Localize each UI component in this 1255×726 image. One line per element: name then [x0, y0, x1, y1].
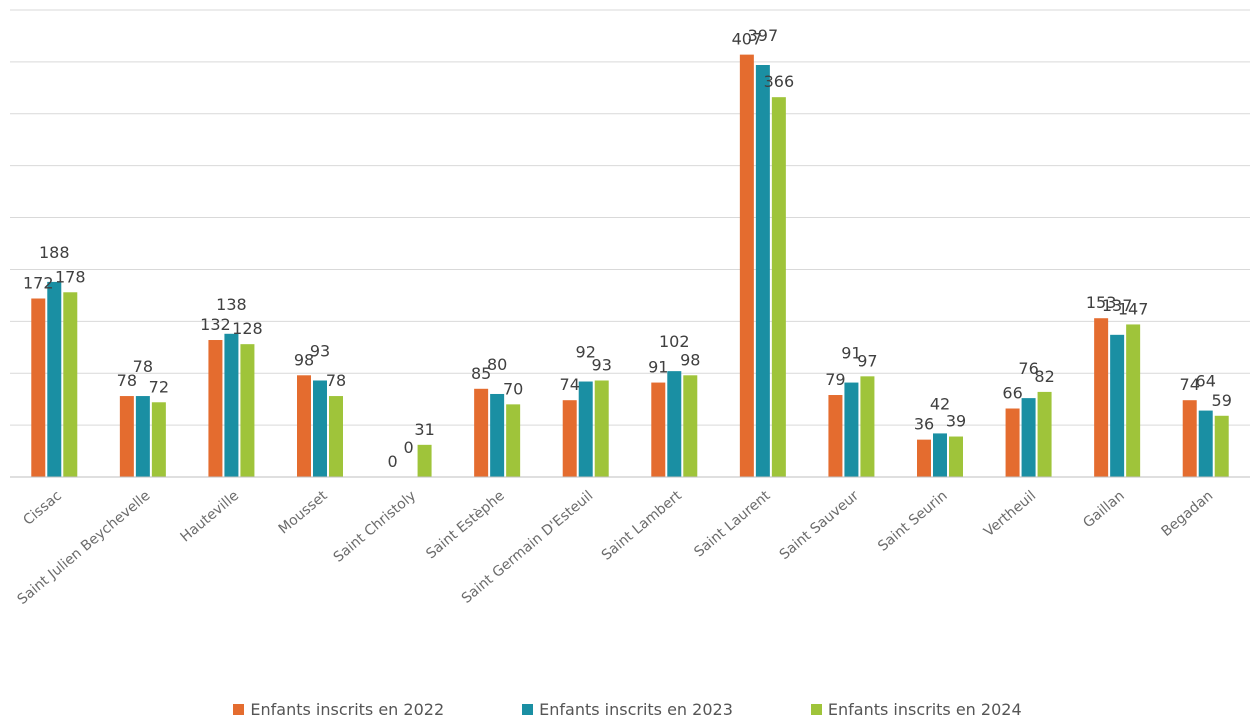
bar-2-4 [418, 445, 432, 477]
bar-2-3 [329, 396, 343, 477]
x-tick-label: Saint Estèphe [423, 488, 507, 562]
data-label-2-0: 178 [55, 267, 86, 286]
x-tick-label: Saint Sauveur [777, 488, 863, 563]
data-label-2-11: 82 [1034, 367, 1054, 386]
bar-0-7 [651, 383, 665, 477]
bar-0-5 [474, 389, 488, 477]
x-tick-label: Hauteville [178, 488, 242, 546]
x-tick-label: Gaillan [1080, 488, 1127, 531]
data-label-0-9: 79 [825, 370, 845, 389]
data-label-2-1: 72 [149, 377, 169, 396]
bar-1-10 [933, 433, 947, 477]
bar-1-5 [490, 394, 504, 477]
x-tick-label: Saint Laurent [691, 487, 774, 560]
bar-2-1 [152, 402, 166, 477]
bar-1-13 [1199, 411, 1213, 477]
bar-1-8 [756, 65, 770, 477]
data-label-2-13: 59 [1212, 391, 1232, 410]
data-label-2-2: 128 [232, 319, 263, 338]
x-tick-label: Saint Christoly [331, 488, 419, 566]
data-label-2-8: 366 [764, 72, 795, 91]
bar-0-9 [828, 395, 842, 477]
data-label-2-7: 98 [680, 350, 700, 369]
data-label-2-9: 97 [857, 351, 877, 370]
gridlines [10, 10, 1250, 425]
bar-0-13 [1183, 400, 1197, 477]
x-tick-label: Mousset [276, 487, 331, 537]
bar-2-8 [772, 97, 786, 477]
bar-1-1 [136, 396, 150, 477]
legend-label-2023: Enfants inscrits en 2023 [539, 700, 733, 719]
legend: Enfants inscrits en 2022 Enfants inscrit… [0, 700, 1255, 719]
data-label-1-8: 397 [748, 26, 779, 45]
bar-2-0 [63, 292, 77, 477]
x-tick-label: Vertheuil [981, 488, 1039, 540]
bar-2-10 [949, 437, 963, 477]
bar-2-11 [1038, 392, 1052, 477]
data-label-1-3: 93 [310, 341, 330, 360]
legend-label-2024: Enfants inscrits en 2024 [828, 700, 1022, 719]
data-label-2-12: 147 [1118, 299, 1149, 318]
bar-0-12 [1094, 318, 1108, 477]
bar-2-7 [683, 375, 697, 477]
data-label-0-11: 66 [1002, 384, 1022, 403]
bar-1-11 [1022, 398, 1036, 477]
x-tick-label: Saint Lambert [599, 487, 685, 563]
bar-1-6 [579, 382, 593, 477]
x-tick-label: Saint Seurin [875, 488, 950, 555]
bar-chart: 1721881787878721321381289893780031858070… [0, 0, 1255, 690]
data-label-1-0: 188 [39, 243, 70, 262]
data-label-1-7: 102 [659, 332, 690, 351]
bar-1-2 [224, 334, 238, 477]
bar-0-3 [297, 375, 311, 477]
bar-1-7 [667, 371, 681, 477]
bar-2-9 [860, 376, 874, 477]
bar-2-6 [595, 380, 609, 477]
legend-swatch-2023 [522, 704, 533, 715]
data-label-1-13: 64 [1196, 372, 1216, 391]
bar-0-2 [208, 340, 222, 477]
bar-0-8 [740, 55, 754, 477]
bar-0-1 [120, 396, 134, 477]
bar-1-0 [47, 282, 61, 477]
legend-item-2024: Enfants inscrits en 2024 [811, 700, 1022, 719]
data-label-2-3: 78 [326, 371, 346, 390]
data-label-0-7: 91 [648, 358, 668, 377]
x-tick-label: Cissac [20, 488, 64, 529]
bar-0-0 [31, 299, 45, 477]
data-label-0-2: 132 [200, 315, 231, 334]
bar-1-3 [313, 380, 327, 477]
bar-0-10 [917, 440, 931, 477]
bar-0-11 [1006, 409, 1020, 477]
x-tick-label: Begadan [1158, 488, 1216, 540]
legend-item-2023: Enfants inscrits en 2023 [522, 700, 733, 719]
data-label-2-10: 39 [946, 412, 966, 431]
bar-1-9 [844, 383, 858, 477]
bar-0-6 [563, 400, 577, 477]
bar-2-2 [240, 344, 254, 477]
data-label-0-0: 172 [23, 274, 54, 293]
legend-label-2022: Enfants inscrits en 2022 [250, 700, 444, 719]
bar-2-13 [1215, 416, 1229, 477]
bars [31, 55, 1228, 477]
bar-2-5 [506, 404, 520, 477]
data-label-2-5: 70 [503, 379, 523, 398]
legend-swatch-2022 [233, 704, 244, 715]
data-label-1-2: 138 [216, 295, 247, 314]
data-label-2-4: 31 [414, 420, 434, 439]
legend-swatch-2024 [811, 704, 822, 715]
data-label-1-4: 0 [403, 438, 413, 457]
bar-1-12 [1110, 335, 1124, 477]
bar-2-12 [1126, 324, 1140, 477]
data-label-2-6: 93 [592, 355, 612, 374]
data-label-1-5: 80 [487, 355, 507, 374]
data-label-0-6: 74 [560, 375, 580, 394]
legend-item-2022: Enfants inscrits en 2022 [233, 700, 444, 719]
data-label-0-10: 36 [914, 415, 934, 434]
data-label-1-1: 78 [133, 357, 153, 376]
data-label-0-4: 0 [387, 452, 397, 471]
